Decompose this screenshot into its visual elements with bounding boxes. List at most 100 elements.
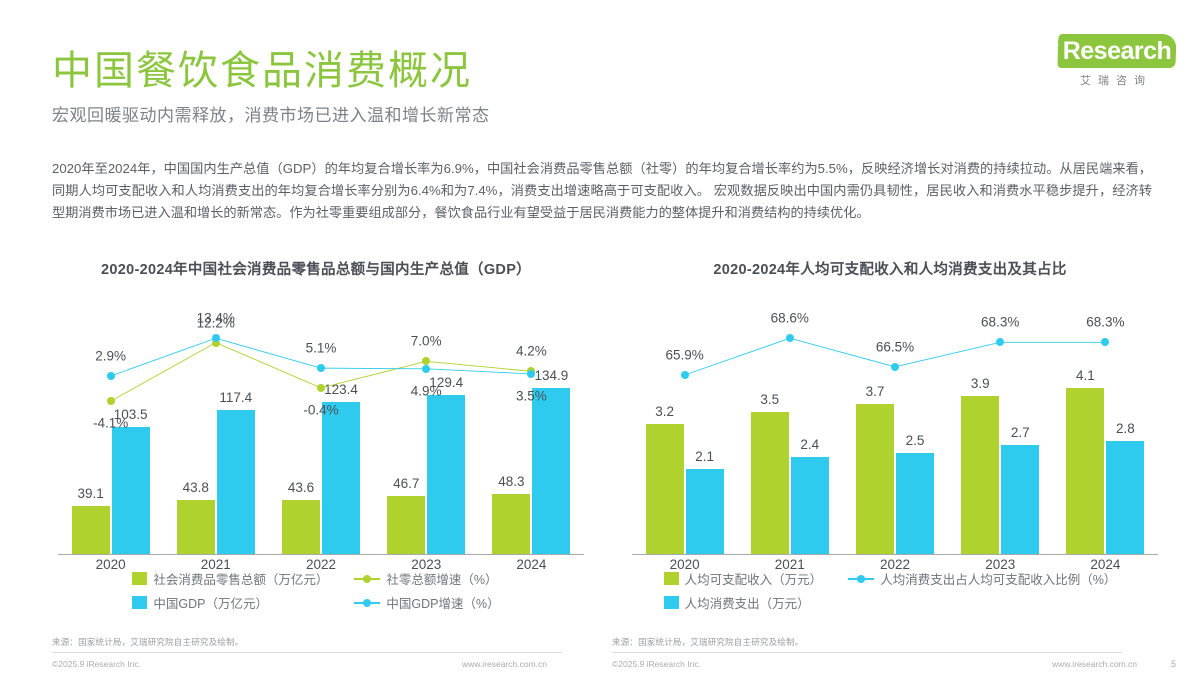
bar-value-label: 103.5 (113, 406, 148, 422)
bar-value-label: 2.1 (695, 448, 714, 464)
chart-plot-area: 39.1 103.5 43.8 117.4 43.6 123.4 46.7 129.4 48.3… (36, 291, 596, 581)
x-axis-tick-label: 2020 (669, 557, 700, 572)
bar-group: 3.7 2.5 (842, 291, 947, 554)
logo-i-letter: i (1056, 36, 1064, 66)
x-axis-tick-label: 2023 (411, 557, 442, 572)
bar-value-label: 46.7 (393, 476, 420, 492)
bar[interactable]: 46.7 (387, 476, 426, 554)
x-axis-tick-label: 2022 (305, 557, 337, 572)
website-left: www.iresearch.com.cn (462, 659, 548, 669)
iresearch-logo: i Research 艾瑞咨询 (1028, 30, 1177, 90)
x-axis-tick-label: 2022 (879, 557, 911, 572)
x-axis-tick-label: 2021 (200, 557, 231, 572)
logo-chinese-name: 艾瑞咨询 (1080, 75, 1152, 87)
chart-panel-retail-gdp: 2020-2024年中国社会消费品零售品总额与国内生产总值（GDP） 39.1 1… (36, 258, 596, 658)
bar-value-label: 3.9 (970, 376, 990, 392)
bar[interactable]: 129.4 (427, 375, 466, 554)
bar[interactable]: 2.1 (685, 449, 724, 554)
bar-value-label: 3.7 (865, 384, 885, 400)
bar-value-label: 4.1 (1076, 368, 1095, 384)
x-axis-tick-label: 2020 (95, 557, 126, 572)
bar-value-label: 129.4 (429, 374, 464, 390)
legend-label: 人均消费支出占人均可支配收入比例（%） (880, 573, 1117, 587)
page-number: 5 (1170, 659, 1176, 669)
bar[interactable]: 48.3 (492, 474, 531, 554)
bar-value-label: 3.2 (655, 404, 674, 420)
bar[interactable]: 3.7 (856, 384, 894, 554)
chart-legend: 社会消费品零售总额（万亿元） 社零总额增速（%） 中国GDP（万亿元） 中国GD… (36, 569, 596, 612)
bar-value-label: 117.4 (219, 389, 253, 405)
bar-series-group: 3.2 2.1 3.5 2.4 3.7 2.5 3.9 2.7 4.1 2.8 (632, 291, 1158, 554)
bar-value-label: 134.9 (534, 368, 569, 384)
legend-label: 中国GDP增速（%） (386, 597, 500, 611)
bar[interactable]: 3.5 (750, 392, 789, 554)
bar[interactable]: 3.2 (645, 404, 684, 554)
bar[interactable]: 2.8 (1106, 421, 1145, 554)
bar-value-label: 2.8 (1116, 420, 1135, 436)
legend-line-marker-blue (848, 573, 875, 585)
legend-line-marker-blue (354, 597, 381, 609)
chart-legend: 人均可支配收入（万元） 人均消费支出占人均可支配收入比例（%） 人均消费支出（万… (610, 569, 1170, 612)
bar-group: 43.8 117.4 (163, 291, 268, 554)
bar-value-label: 2.4 (800, 436, 820, 452)
x-axis-tick-label: 2023 (985, 557, 1016, 572)
bar[interactable]: 2.7 (1001, 425, 1040, 554)
footer-divider-right (612, 652, 1122, 653)
footer-divider-left (52, 652, 562, 653)
legend-label: 社会消费品零售总额（万亿元） (153, 573, 329, 587)
chart-source-right: 来源：国家统计局，艾瑞研究院自主研究及绘制。 (612, 637, 804, 647)
chart-source-left: 来源：国家统计局，艾瑞研究院自主研究及绘制。 (52, 637, 244, 647)
x-axis-line (632, 553, 1158, 555)
page-title: 中国餐饮食品消费概况 (52, 49, 472, 93)
logo-wordmark: Research (1062, 37, 1172, 65)
x-axis-tick-labels: 2020 2021 2022 2023 2024 (58, 557, 584, 581)
legend-swatch-blue-bar (132, 596, 148, 609)
bar[interactable]: 103.5 (111, 407, 150, 554)
bar-group: 3.5 2.4 (737, 291, 842, 554)
bar-value-label: 3.5 (760, 392, 780, 408)
legend-item[interactable]: 中国GDP增速（%） (354, 593, 500, 612)
x-axis-line (58, 553, 584, 555)
bar-value-label: 43.8 (182, 479, 209, 495)
bar[interactable]: 43.8 (176, 480, 215, 554)
bar-series-group: 39.1 103.5 43.8 117.4 43.6 123.4 46.7 129.4 48.3… (58, 291, 584, 554)
legend-item[interactable]: 人均消费支出（万元） (663, 593, 823, 612)
x-axis-tick-label: 2021 (774, 557, 805, 572)
body-paragraph: 2020年至2024年，中国国内生产总值（GDP）的年均复合增长率为6.9%，中… (52, 161, 1152, 220)
bar-value-label: 48.3 (498, 474, 525, 490)
bar[interactable]: 2.5 (896, 433, 934, 554)
legend-swatch-green-bar (663, 572, 679, 585)
bar[interactable]: 117.4 (216, 390, 255, 554)
copyright-left: ©2025.9 iResearch Inc. (52, 659, 141, 669)
legend-label: 人均消费支出（万元） (684, 597, 810, 611)
bar[interactable]: 134.9 (532, 368, 571, 554)
x-axis-tick-label: 2024 (1090, 557, 1121, 572)
legend-item[interactable]: 社零总额增速（%） (354, 569, 499, 588)
legend-label: 社零总额增速（%） (386, 573, 498, 587)
chart-title: 2020-2024年中国社会消费品零售品总额与国内生产总值（GDP） (101, 262, 531, 278)
bar[interactable]: 4.1 (1066, 368, 1105, 554)
legend-item[interactable]: 人均可支配收入（万元） (663, 569, 822, 588)
legend-item[interactable]: 人均消费支出占人均可支配收入比例（%） (848, 569, 1116, 588)
bar-group: 4.1 2.8 (1053, 291, 1158, 554)
bar[interactable]: 123.4 (322, 382, 360, 554)
legend-line-marker-green (354, 573, 381, 585)
legend-item[interactable]: 社会消费品零售总额（万亿元） (132, 569, 328, 588)
chart-title: 2020-2024年人均可支配收入和人均消费支出及其占比 (713, 262, 1067, 278)
chart-plot-area: 3.2 2.1 3.5 2.4 3.7 2.5 3.9 2.7 4.1 2.8 65.9% 68.6… (610, 291, 1170, 581)
legend-swatch-green-bar (132, 572, 148, 585)
copyright-right: ©2025.9 iResearch Inc. (612, 659, 701, 669)
bar[interactable]: 39.1 (71, 486, 110, 554)
bar-group: 39.1 103.5 (58, 291, 163, 554)
bar[interactable]: 43.6 (282, 480, 320, 554)
legend-label: 中国GDP（万亿元） (153, 597, 268, 611)
legend-item[interactable]: 中国GDP（万亿元） (132, 593, 328, 612)
bar[interactable]: 2.4 (790, 437, 829, 554)
bar[interactable]: 3.9 (961, 376, 1000, 554)
bar-group: 48.3 134.9 (479, 291, 584, 554)
bar-group: 3.2 2.1 (632, 291, 737, 554)
page-subtitle: 宏观回暖驱动内需释放，消费市场已进入温和增长新常态 (52, 106, 490, 125)
bar-group: 46.7 129.4 (374, 291, 479, 554)
legend-swatch-blue-bar (663, 596, 679, 609)
